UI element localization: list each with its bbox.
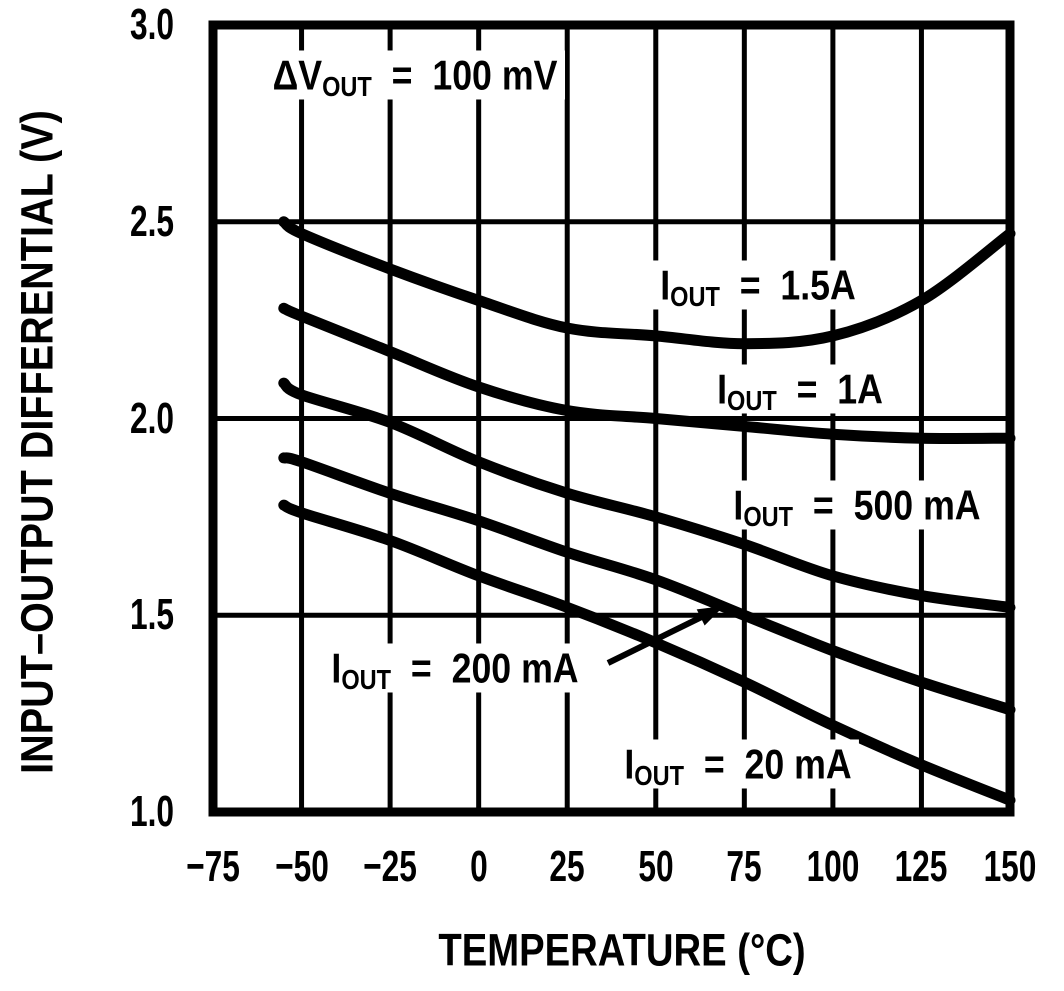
label-arrow-shaft (606, 610, 712, 666)
label-symbol: I (717, 365, 728, 413)
x-tick-label: 50 (638, 842, 674, 891)
label-value: = 200 mA (391, 644, 579, 692)
label-symbol: I (331, 644, 342, 692)
plot-border (208, 20, 1015, 817)
label-subscript: OUT (743, 501, 794, 533)
x-tick-label: 75 (726, 842, 762, 891)
y-tick-label: 2.0 (129, 393, 175, 443)
x-tick-label: −25 (363, 842, 417, 891)
curve-i-out-1-5a (278, 216, 1016, 350)
label-symbol: I (733, 481, 744, 529)
x-tick-label: 150 (983, 842, 1037, 891)
label-arrow-head (696, 606, 724, 626)
label-value: = 1A (776, 365, 883, 413)
y-axis-title: INPUT–OUTPUT DIFFERENTIAL (V) (11, 110, 63, 774)
x-tick-label: −75 (186, 842, 240, 891)
x-tick-label: −50 (274, 842, 329, 891)
y-tick-label: 1.0 (129, 787, 175, 836)
y-tick-label: 3.0 (129, 0, 175, 49)
label-symbol: I (624, 740, 635, 788)
x-tick-label: 125 (895, 842, 948, 891)
curve-i-out-200-ma (278, 452, 1016, 716)
label-symbol: I (660, 261, 671, 309)
label-subscript: OUT (727, 385, 777, 417)
curve-label-iout-20ma: IOUT = 20 mA (616, 739, 860, 792)
curve-i-out-1a (278, 302, 1016, 444)
label-subscript: OUT (322, 71, 372, 103)
label-subscript: OUT (634, 760, 684, 792)
label-value: = 100 mV (371, 51, 558, 99)
x-tick-label: 25 (549, 842, 585, 891)
curve-label-iout-1a: IOUT = 1A (709, 364, 891, 417)
x-tick-label: 100 (806, 842, 860, 891)
label-value: = 20 mA (683, 740, 852, 788)
curve-label-iout-1-5a: IOUT = 1.5A (652, 260, 864, 313)
annotation-vout: ΔVOUT = 100 mV (264, 50, 566, 103)
label-subscript: OUT (341, 664, 392, 696)
y-tick-label: 2.5 (129, 196, 175, 246)
curve-i-out-500-ma (278, 377, 1016, 613)
label-symbol: ΔV (272, 51, 323, 99)
label-value: = 1.5A (719, 261, 856, 309)
label-value: = 500 mA (793, 481, 981, 529)
x-tick-label: 0 (469, 842, 488, 891)
x-axis-title: TEMPERATURE (°C) (438, 924, 806, 976)
curve-i-out-20-ma (278, 499, 1016, 806)
label-subscript: OUT (670, 281, 720, 313)
y-tick-label: 1.5 (129, 590, 175, 640)
curve-label-iout-200ma: IOUT = 200 mA (323, 643, 587, 696)
curve-label-iout-500ma: IOUT = 500 mA (725, 480, 989, 533)
